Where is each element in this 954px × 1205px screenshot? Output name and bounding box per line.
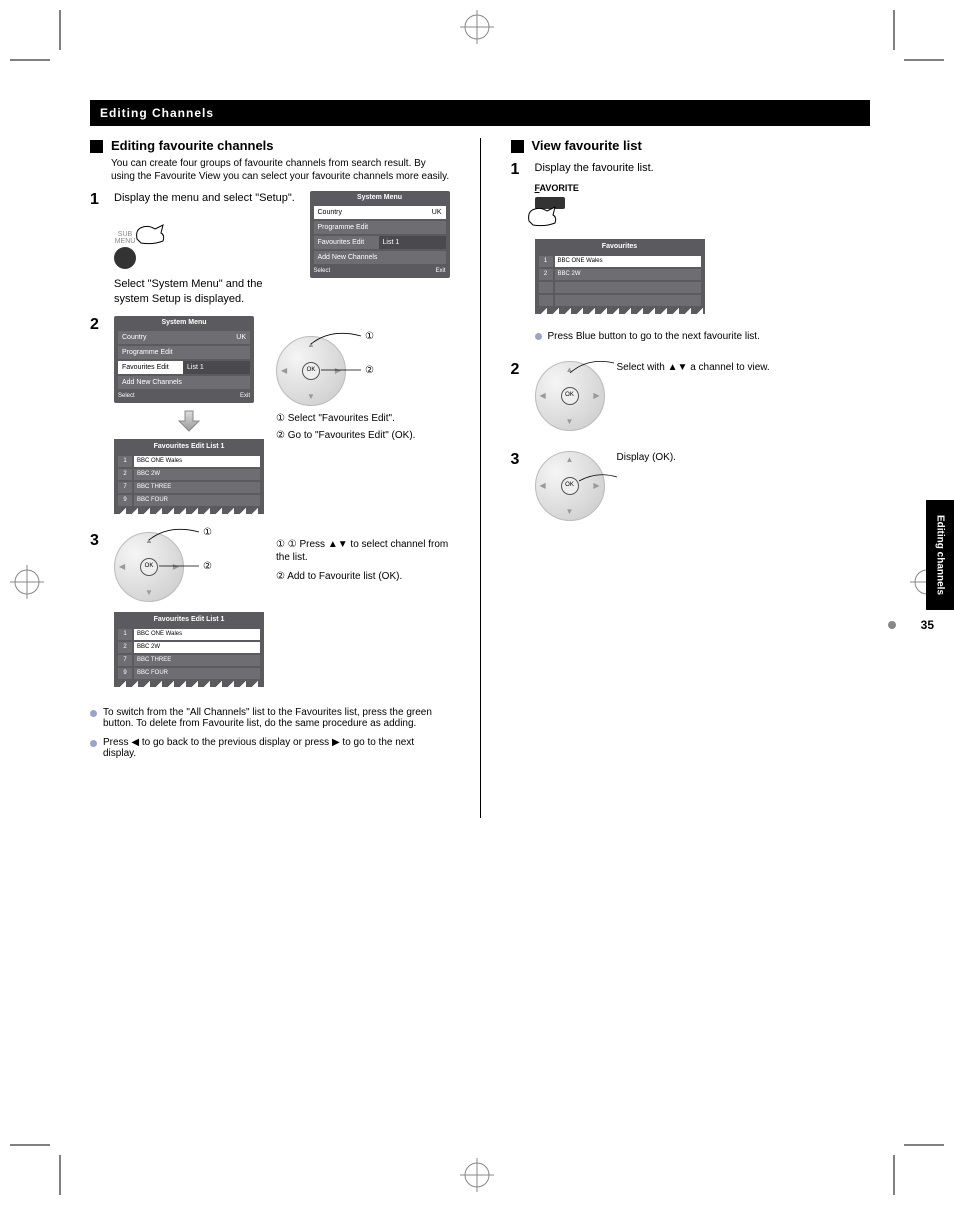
- favorite-button-icon: FAVORITE: [535, 183, 579, 209]
- registration-bottom: [460, 1158, 494, 1195]
- note-2: Press ◀ to go back to the previous displ…: [90, 737, 450, 759]
- hand-icon: [133, 219, 169, 251]
- step-num: 1: [90, 191, 106, 306]
- osd-favlist-2: Favourites Edit List 1 1BBC ONE Wales 2B…: [114, 612, 264, 687]
- step-num: 2: [90, 316, 106, 514]
- osd-system-menu-2: System Menu CountryUK Programme Edit Fav…: [114, 316, 254, 403]
- ok-button-icon: OK: [302, 362, 320, 380]
- right-column: View favourite list 1 Display the favour…: [511, 138, 871, 818]
- dpad-icon: OK ▲▼◀▶: [535, 451, 605, 521]
- step-2: 2 System Menu CountryUK Programme Edit F…: [90, 316, 450, 514]
- page-dot: [888, 621, 896, 629]
- registration-top: [460, 10, 494, 47]
- dpad-icon: OK ▲▼◀▶: [535, 361, 605, 431]
- step-3: 3 OK ▲▼◀▶ ① ②: [90, 532, 450, 687]
- hand-icon: [525, 201, 561, 233]
- osd-system-menu-1: System Menu CountryUK Programme Edit Fav…: [310, 191, 450, 278]
- left-intro: You can create four groups of favourite …: [111, 157, 450, 183]
- crop-mark-tl: [10, 10, 70, 70]
- step-1: 1 Display the menu and select "Setup". S…: [90, 191, 450, 306]
- dpad-icon: OK ▲▼◀▶ ① ②: [114, 532, 184, 602]
- left-column: Editing favourite channels You can creat…: [90, 138, 450, 818]
- bullet-icon: [90, 710, 97, 717]
- r-step3-text: Display (OK).: [617, 451, 676, 464]
- r-step2-text: Select with ▲▼ a channel to view.: [617, 361, 770, 374]
- page-number: 35: [921, 618, 934, 632]
- dpad-icon: OK ▲▼◀▶ ① ②: [276, 336, 346, 406]
- ok-button-icon: OK: [561, 387, 579, 405]
- page-title: Editing Channels: [90, 100, 870, 126]
- left-section-title: Editing favourite channels: [111, 138, 450, 153]
- osd-favlist-view: Favourites 1BBC ONE Wales 2BBC 2W: [535, 239, 705, 314]
- note-1: To switch from the "All Channels" list t…: [90, 707, 450, 729]
- osd-favlist-1: Favourites Edit List 1 1BBC ONE Wales 2B…: [114, 439, 264, 514]
- r-step-2: 2 OK ▲▼◀▶ Select with ▲▼ a channel to vi…: [511, 361, 871, 431]
- step-num: 3: [90, 532, 106, 687]
- step-num: 2: [511, 361, 527, 431]
- column-divider: [480, 138, 481, 818]
- step1-text-b: Select "System Menu" and the system Setu…: [114, 277, 298, 306]
- crop-mark-tr: [884, 10, 944, 70]
- side-tab: Editing channels: [926, 500, 954, 610]
- ok-button-icon: OK: [561, 477, 579, 495]
- section-bullet: [90, 140, 103, 153]
- step3-text-a: ① ① Press ▲▼ to select channel from the …: [276, 538, 450, 564]
- bullet-icon: [90, 740, 97, 747]
- step-num: 3: [511, 451, 527, 521]
- r-step-1: 1 Display the favourite list. FAVORITE: [511, 161, 871, 351]
- crop-mark-bl: [10, 1135, 70, 1195]
- right-section-title: View favourite list: [532, 138, 642, 153]
- step2-text-a: ① Select "Favourites Edit".: [276, 412, 415, 425]
- registration-left: [10, 565, 44, 602]
- crop-mark-br: [884, 1135, 944, 1195]
- step-num: 1: [511, 161, 527, 351]
- r-step1-text: Display the favourite list.: [535, 161, 871, 175]
- step3-text-b: ② Add to Favourite list (OK).: [276, 570, 450, 583]
- step1-text-a: Display the menu and select "Setup".: [114, 191, 298, 205]
- r-step-3: 3 OK ▲▼◀▶ Display (OK).: [511, 451, 871, 521]
- bullet-icon: [535, 333, 542, 340]
- r-note: Press Blue button to go to the next favo…: [535, 330, 871, 343]
- step2-text-b: ② Go to "Favourites Edit" (OK).: [276, 429, 415, 442]
- down-arrow-icon: [177, 409, 201, 433]
- section-bullet: [511, 140, 524, 153]
